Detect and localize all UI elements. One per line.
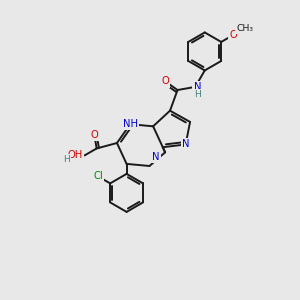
Text: O: O <box>90 130 98 140</box>
Text: H: H <box>63 155 70 164</box>
Text: N: N <box>182 140 189 149</box>
Text: CH₃: CH₃ <box>236 24 253 33</box>
Text: Cl: Cl <box>93 171 103 182</box>
Text: NH: NH <box>123 119 138 129</box>
Text: N: N <box>152 152 160 162</box>
Text: OH: OH <box>67 150 83 161</box>
Text: N: N <box>194 82 201 92</box>
Text: O: O <box>161 76 169 86</box>
Text: O: O <box>230 30 237 40</box>
Text: H: H <box>194 90 201 99</box>
